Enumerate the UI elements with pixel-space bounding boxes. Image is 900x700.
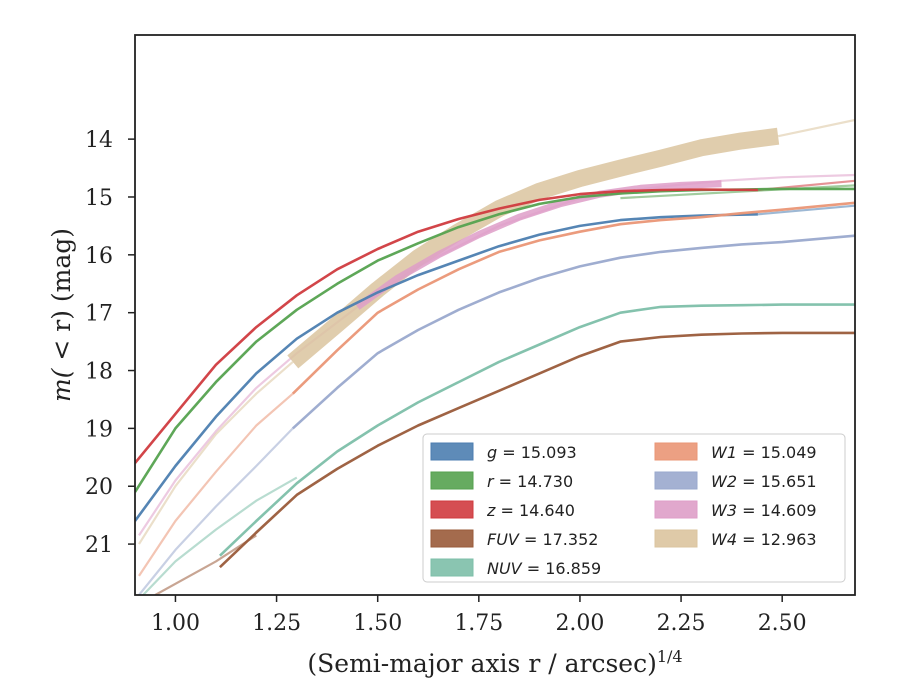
y-tick-label: 15 [85,186,113,211]
legend-label: g = 15.093 [487,443,577,462]
legend-entry-r: r = 14.730 [430,471,573,491]
series-w1-line [291,201,855,395]
legend-label: W2 = 15.651 [711,472,817,491]
faint-curve-layer [138,118,855,595]
legend-label: NUV = 16.859 [487,559,601,578]
legend-swatch [654,442,698,461]
legend-label: W4 = 12.963 [711,530,817,549]
y-tick-label: 16 [85,244,113,269]
legend-entry-w2: W2 = 15.651 [654,471,817,491]
legend-label: z = 14.640 [486,501,575,520]
series-nuv-line [219,303,855,557]
series-w3-line [355,180,722,310]
x-axis-label: (Semi-major axis r / arcsec)1/4 [307,647,682,678]
series-w4-extrapolation [138,361,294,545]
legend: g = 15.093 r = 14.730 z = 14.640 FUV = 17.3… [422,433,846,583]
legend-swatch [430,471,474,490]
x-tick-label: 1.50 [353,611,402,636]
series-w1-extrapolation [138,392,294,577]
legend-label: W1 = 15.049 [711,443,817,462]
x-tick-label: 2.00 [555,611,604,636]
legend-label: FUV = 17.352 [487,530,598,549]
y-tick-label: 19 [85,417,113,442]
legend-entry-g: g = 15.093 [430,442,577,462]
legend-label: W3 = 14.609 [711,501,817,520]
legend-swatch [654,471,698,490]
y-tick-label: 17 [85,302,113,327]
y-tick-label: 18 [85,360,113,385]
y-tick-label: 20 [85,475,113,500]
series-w2-extrapolation [138,427,294,595]
plot-frame [134,34,856,596]
legend-swatch [430,529,474,548]
y-tick-label: 21 [85,533,113,558]
legend-entry-w3: W3 = 14.609 [654,500,817,520]
legend-swatch [430,442,474,461]
x-tick-label: 1.25 [252,611,301,636]
series-g-line [135,213,758,522]
legend-swatch [430,558,474,577]
x-axis: 1.00 1.25 1.50 1.75 2.00 2.25 2.50 [151,595,807,636]
x-tick-label: 1.75 [454,611,503,636]
y-axis-label: m( < r) (mag) [47,228,76,402]
legend-entry-fuv: FUV = 17.352 [430,529,598,549]
legend-entry-nuv: NUV = 16.859 [430,558,601,578]
legend-box [422,433,846,583]
series-w4-extrapolation-outer [777,118,855,138]
x-axis-label-superscript: 1/4 [657,647,683,666]
x-tick-label: 1.00 [151,611,200,636]
legend-entry-w4: W4 = 12.963 [654,529,817,549]
series-layer [135,127,855,569]
series-nuv-extrapolation [142,476,298,595]
legend-swatch [654,529,698,548]
series-fuv-line [219,331,855,569]
x-tick-label: 2.25 [657,611,706,636]
legend-label: r = 14.730 [487,472,573,491]
legend-swatch [430,500,474,519]
y-axis: 14 15 16 17 18 19 20 21 [85,128,135,558]
series-z-line [135,188,758,464]
legend-swatch [654,500,698,519]
legend-entry-z: z = 14.640 [430,500,575,520]
series-r-extrapolation [620,184,855,200]
legend-entry-w1: W1 = 15.049 [654,442,817,462]
x-tick-label: 2.50 [758,611,807,636]
series-w2-line [291,234,855,430]
series-w4-line [287,127,780,369]
y-tick-label: 14 [85,128,113,153]
series-g-extrapolation [757,204,855,216]
